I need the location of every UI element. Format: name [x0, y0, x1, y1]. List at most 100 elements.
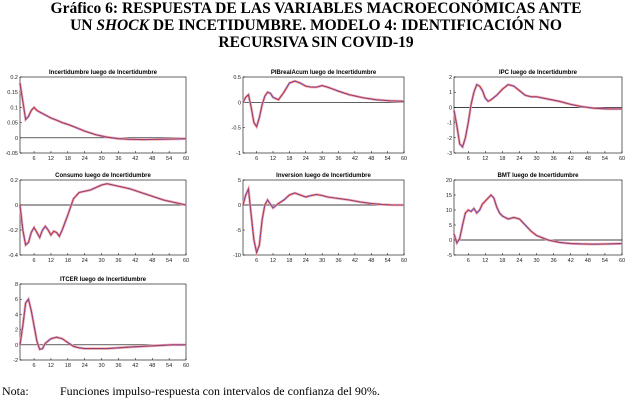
x-tick-label: 24: [82, 156, 88, 162]
y-tick-label: 20: [446, 178, 452, 184]
y-tick-label: 0.2: [10, 178, 18, 184]
x-tick-label: 60: [401, 156, 407, 162]
x-tick-label: 54: [166, 156, 172, 162]
y-tick-label: 5: [449, 223, 452, 229]
panel-title: IPC luego de Incertidumbre: [499, 70, 578, 76]
x-tick-label: 42: [352, 156, 358, 162]
x-tick-label: 36: [335, 258, 341, 264]
x-tick-label: 48: [585, 258, 591, 264]
y-tick-label: -0.2: [9, 228, 18, 234]
irf-line: [19, 82, 187, 141]
x-tick-label: 18: [286, 258, 292, 264]
y-tick-label: -10: [233, 253, 241, 259]
x-tick-label: 24: [303, 258, 309, 264]
x-tick-label: 12: [48, 156, 54, 162]
title-line-1: Gráfico 6: RESPUESTA DE LAS VARIABLES MA…: [50, 0, 582, 17]
title-line-2-post: DE INCETIDUMBRE. MODELO 4: IDENTIFICACIÓ…: [148, 17, 562, 34]
confidence-band: [241, 184, 404, 258]
irf-line: [242, 80, 405, 128]
title-line-3: RECURSIVA SIN COVID-19: [218, 34, 414, 51]
x-tick-label: 36: [335, 156, 341, 162]
irf-panel-2: PIBrealAcum luego de Incertidumbre -1 -0.5…: [232, 70, 408, 162]
irf-line: [19, 297, 186, 351]
x-tick-label: 6: [33, 258, 36, 264]
x-tick-label: 30: [99, 363, 105, 369]
y-tick-label: 2: [15, 328, 18, 334]
x-tick-label: 42: [132, 363, 138, 369]
x-tick-label: 36: [115, 156, 121, 162]
y-tick-label: 0.05: [7, 121, 18, 127]
y-tick-label: 6: [15, 297, 18, 303]
y-tick-label: 0: [449, 105, 452, 111]
confidence-band: [241, 79, 405, 130]
x-tick-label: 60: [183, 363, 189, 369]
y-tick-label: 0.5: [233, 75, 241, 81]
x-tick-label: 30: [319, 258, 325, 264]
x-tick-label: 36: [115, 363, 121, 369]
x-tick-label: 54: [602, 258, 608, 264]
x-tick-label: 6: [33, 363, 36, 369]
x-tick-label: 54: [385, 258, 391, 264]
y-tick-label: 0.15: [7, 90, 18, 96]
x-tick-label: 24: [516, 258, 522, 264]
x-tick-label: 18: [65, 258, 71, 264]
y-tick-label: 5: [238, 178, 241, 184]
x-tick-label: 60: [401, 258, 407, 264]
x-tick-label: 36: [551, 156, 557, 162]
x-tick-label: 6: [467, 258, 470, 264]
irf-panel-4: Consumo luego de Incertidumbre -0.4 -0.2 0 0…: [9, 173, 190, 264]
confidence-band: [18, 296, 186, 351]
y-tick-label: 0: [15, 203, 18, 209]
confidence-band: [452, 82, 622, 150]
x-tick-label: 60: [619, 258, 625, 264]
irf-dashed-line: [19, 183, 187, 246]
y-tick-label: -0.5: [232, 126, 241, 132]
y-tick-label: -0.4: [9, 253, 18, 259]
x-tick-label: 30: [534, 156, 540, 162]
x-tick-label: 48: [585, 156, 591, 162]
irf-dashed-line: [242, 80, 405, 128]
y-tick-label: -2: [447, 136, 452, 142]
x-tick-label: 24: [303, 156, 309, 162]
x-tick-label: 54: [166, 258, 172, 264]
y-tick-label: 15: [446, 193, 452, 199]
y-tick-label: 1: [449, 90, 452, 96]
y-tick-label: -1: [236, 151, 241, 157]
x-tick-label: 36: [551, 258, 557, 264]
x-tick-label: 24: [82, 258, 88, 264]
note: Nota: Funciones impulso-respuesta con int…: [2, 384, 630, 399]
irf-dashed-line: [453, 194, 623, 245]
x-tick-label: 6: [33, 156, 36, 162]
x-tick-label: 12: [48, 363, 54, 369]
x-tick-label: 48: [149, 258, 155, 264]
y-tick-label: -5: [236, 228, 241, 234]
irf-panel-5: Inversion luego de Incertidumbre -10 -5 0 5 6…: [233, 173, 407, 264]
irf-dashed-line: [19, 83, 187, 141]
x-tick-label: 48: [149, 363, 155, 369]
x-tick-label: 54: [385, 156, 391, 162]
x-tick-label: 30: [319, 156, 325, 162]
panel-title: Inversion luego de Incertidumbre: [276, 173, 371, 179]
y-tick-label: -2: [13, 358, 18, 364]
axes-box: [453, 179, 623, 256]
y-tick-label: 4: [15, 312, 18, 318]
x-tick-label: 60: [183, 156, 189, 162]
x-tick-label: 30: [534, 258, 540, 264]
x-tick-label: 18: [499, 156, 505, 162]
y-tick-label: 0.2: [10, 75, 18, 81]
y-tick-label: -1: [447, 121, 452, 127]
y-tick-label: 0: [449, 238, 452, 244]
panel-title: Incertidumbre luego de Incertidumbre: [49, 70, 158, 76]
confidence-band: [18, 182, 187, 248]
x-tick-label: 30: [99, 258, 105, 264]
x-tick-label: 42: [132, 258, 138, 264]
x-tick-label: 6: [255, 258, 258, 264]
confidence-band: [18, 82, 187, 141]
x-tick-label: 54: [166, 363, 172, 369]
x-tick-label: 48: [368, 258, 374, 264]
x-tick-label: 30: [99, 156, 105, 162]
y-tick-label: 8: [15, 282, 18, 288]
x-tick-label: 36: [115, 258, 121, 264]
x-tick-label: 48: [368, 156, 374, 162]
